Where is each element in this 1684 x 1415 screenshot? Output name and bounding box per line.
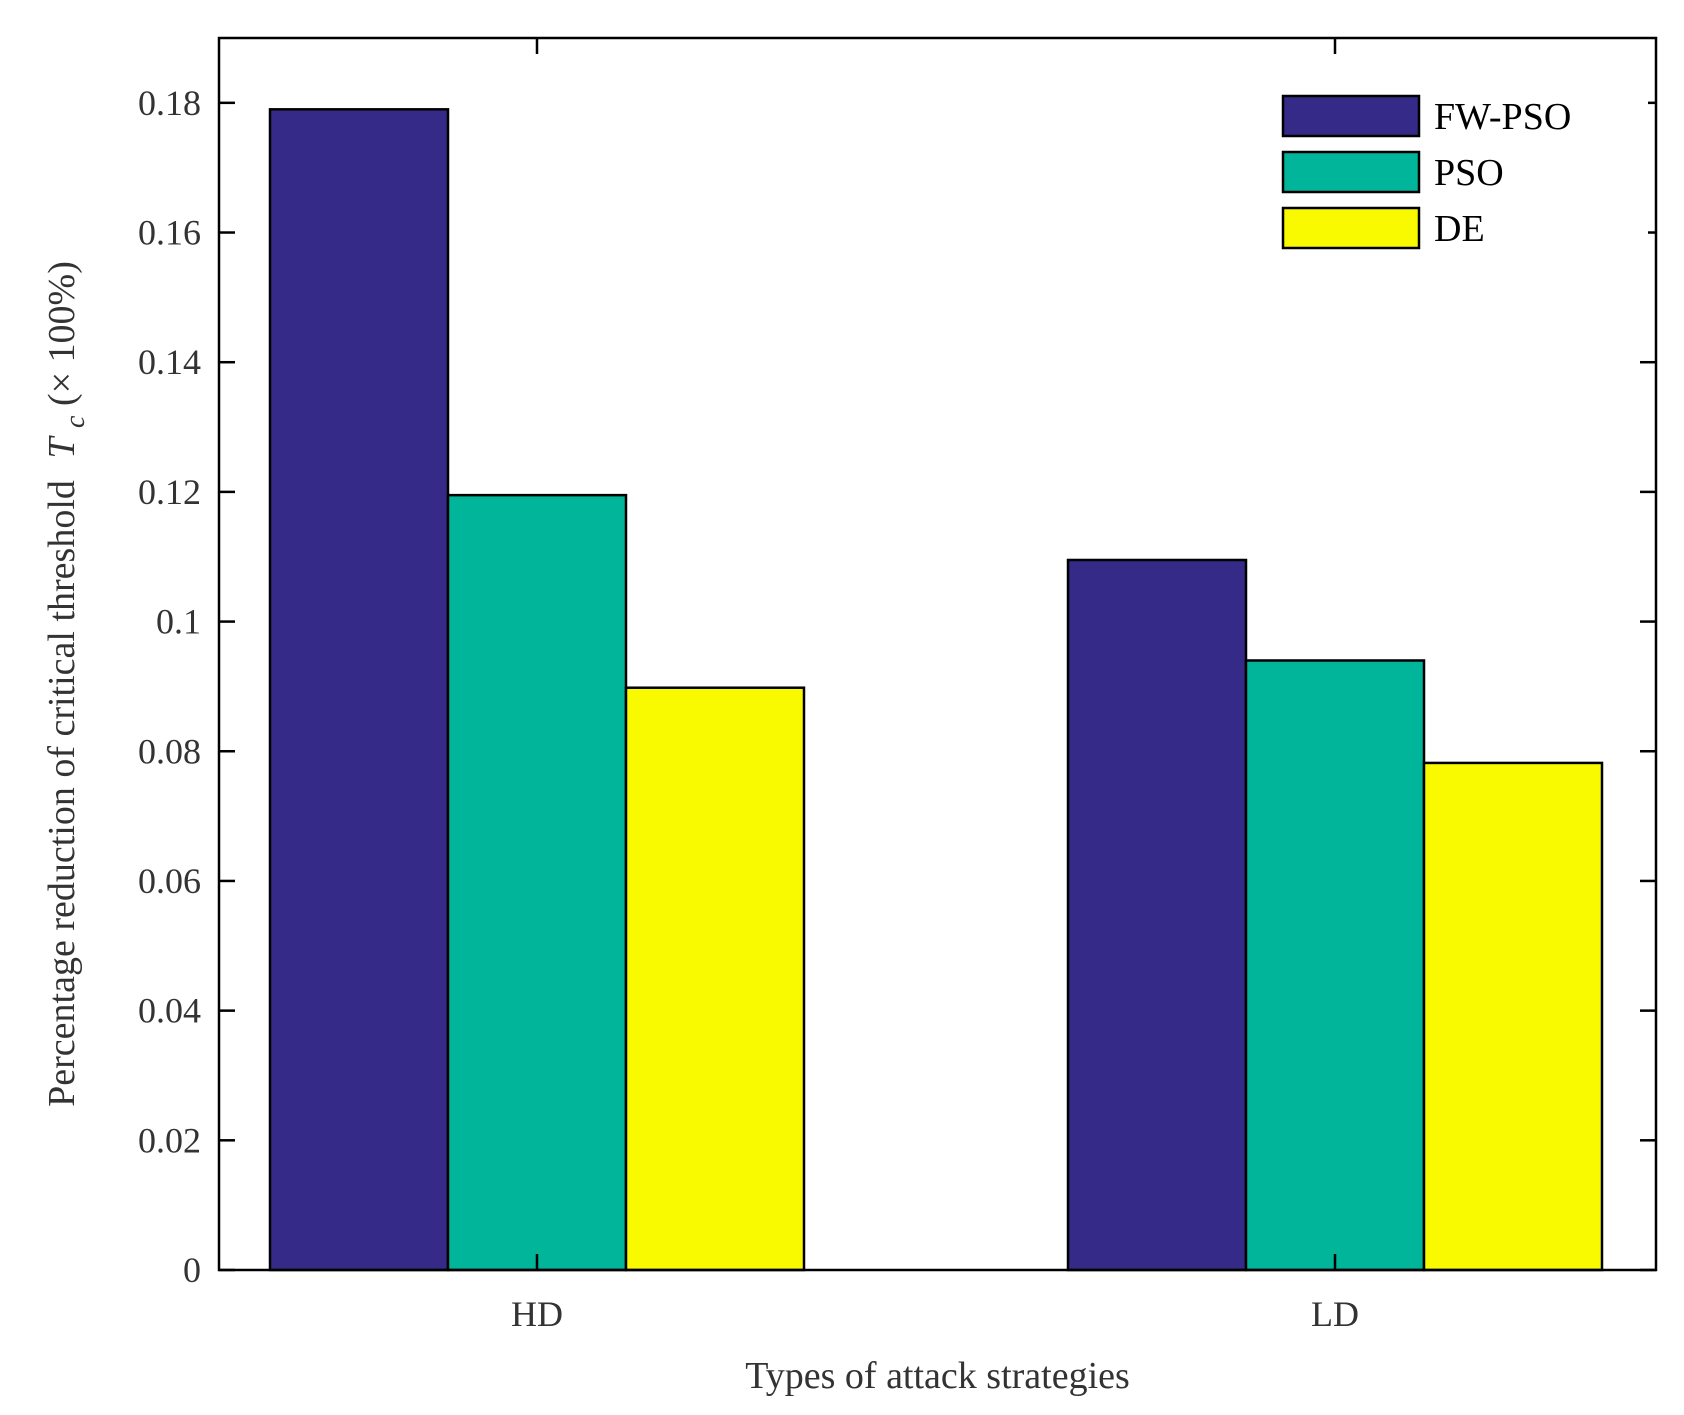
x-tick-label-ld: LD: [1311, 1294, 1359, 1334]
y-tick-label: 0.06: [138, 861, 201, 901]
plot-frame: [217, 36, 1658, 1272]
legend-swatch-fw-pso: [1281, 94, 1421, 138]
legend-label-de: DE: [1434, 208, 1485, 250]
y-tick-label: 0.12: [138, 472, 201, 512]
y-axis-title-suffix: (× 100%): [41, 261, 83, 406]
bar-fw-pso-hd: [268, 108, 450, 1272]
bar-de-hd: [624, 686, 806, 1272]
bar-fw-pso-ld: [1066, 558, 1248, 1272]
y-tick-label: 0.04: [138, 991, 201, 1031]
y-tick-label: 0.1: [156, 602, 201, 642]
bar-pso-hd: [446, 493, 628, 1272]
y-axis-title-subscript: c: [60, 415, 91, 428]
y-tick-label: 0.14: [138, 342, 201, 382]
x-tick-label-hd: HD: [511, 1294, 563, 1334]
x-axis-title: Types of attack strategies: [745, 1355, 1130, 1397]
y-axis-title: Percentage reduction of critical thresho…: [41, 261, 93, 1107]
y-tick-label: 0.02: [138, 1120, 201, 1160]
bars-group: [268, 108, 1604, 1272]
y-tick-label: 0.08: [138, 731, 201, 771]
bar-pso-ld: [1244, 659, 1426, 1272]
y-axis-title-prefix: Percentage reduction of critical thresho…: [41, 480, 83, 1107]
legend-swatch-pso: [1281, 150, 1421, 194]
legend-label-pso: PSO: [1434, 152, 1504, 194]
legend-label-fw-pso: FW-PSO: [1434, 96, 1571, 138]
y-axis-title-symbol: T: [41, 435, 83, 459]
bar-de-ld: [1422, 761, 1604, 1272]
y-tick-label: 0: [183, 1250, 201, 1290]
y-tick-label: 0.16: [138, 213, 201, 253]
legend: FW-PSO PSO DE: [1270, 86, 1648, 256]
x-tick-labels: HD LD: [511, 1294, 1359, 1334]
y-tick-labels: 0 0.02 0.04 0.06 0.08 0.1 0.12 0.14 0.16 0.18: [138, 83, 201, 1290]
y-tick-label: 0.18: [138, 83, 201, 123]
legend-swatch-de: [1281, 206, 1421, 250]
